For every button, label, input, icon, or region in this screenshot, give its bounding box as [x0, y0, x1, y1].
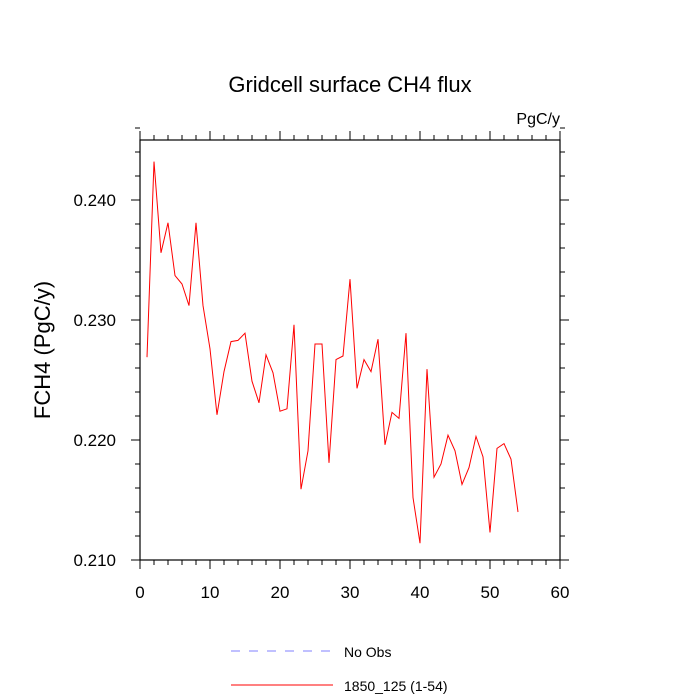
x-tick-label: 10 [201, 583, 220, 602]
axis-ticks [131, 127, 569, 569]
chart-title: Gridcell surface CH4 flux [228, 72, 471, 97]
units-label: PgC/y [516, 111, 560, 128]
plot-frame [139, 139, 561, 561]
axis-tick-labels: 0 10 20 30 40 50 60 0.210 0.220 0.230 0.240 [73, 191, 569, 602]
x-tick-label: 60 [551, 583, 570, 602]
x-tick-label: 30 [341, 583, 360, 602]
x-tick-label: 50 [481, 583, 500, 602]
x-tick-label: 20 [271, 583, 290, 602]
series-layer [146, 161, 519, 544]
y-tick-label: 0.220 [73, 431, 116, 450]
x-tick-label: 40 [411, 583, 430, 602]
x-tick-label: 0 [135, 583, 144, 602]
legend-entry-label: 1850_125 (1-54) [344, 678, 448, 694]
y-tick-label: 0.210 [73, 551, 116, 570]
legend-entry-label: No Obs [344, 644, 391, 660]
y-tick-label: 0.240 [73, 191, 116, 210]
series-line [146, 161, 519, 544]
y-axis-label: FCH4 (PgC/y) [30, 281, 55, 419]
y-tick-label: 0.230 [73, 311, 116, 330]
legend: No Obs 1850_125 (1-54) [231, 644, 448, 694]
